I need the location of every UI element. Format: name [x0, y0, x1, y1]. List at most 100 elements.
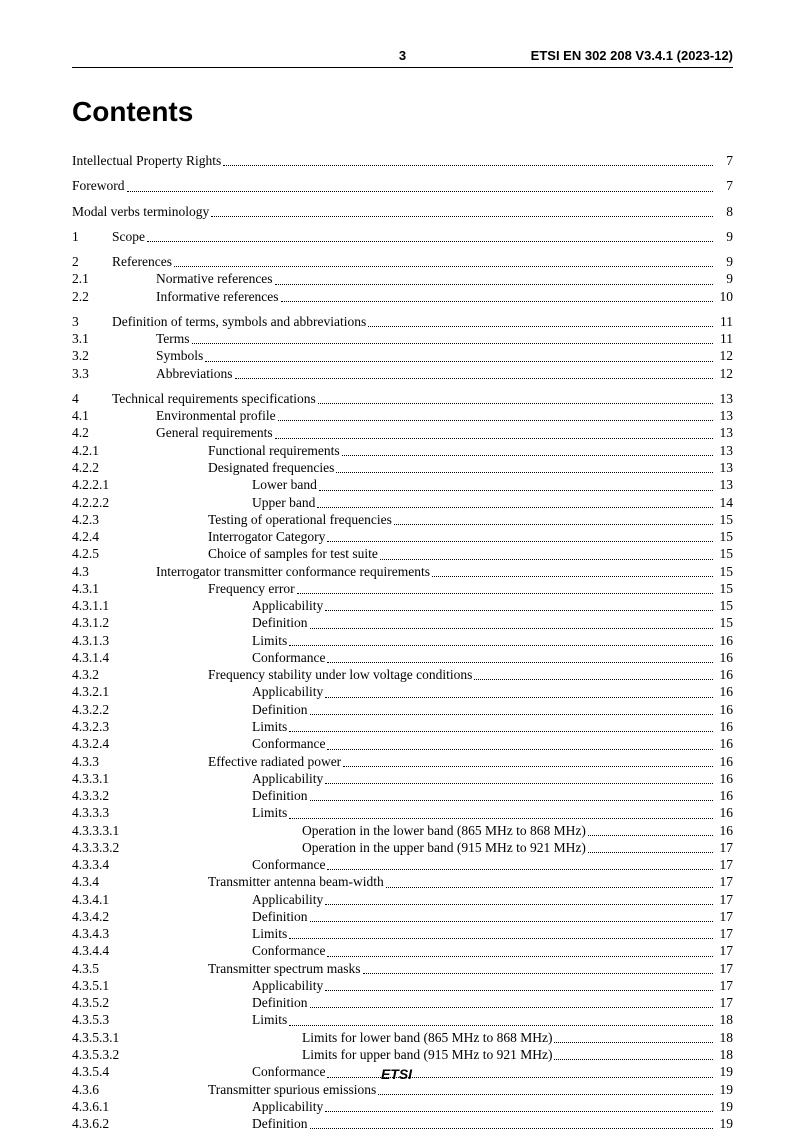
toc-entry-number: 4.2	[72, 424, 128, 441]
toc-entry[interactable]: 4.3.4.1Applicability17	[72, 891, 733, 908]
toc-entry-number: 4.3.1.4	[72, 649, 172, 666]
toc-entry-number: 4.2.2	[72, 459, 152, 476]
toc-entry-page: 17	[715, 873, 733, 890]
toc-entry-title: Designated frequencies	[152, 459, 334, 476]
toc-entry[interactable]: 4.3.1Frequency error15	[72, 580, 733, 597]
toc-entry[interactable]: 4.2.2Designated frequencies13	[72, 459, 733, 476]
toc-entry[interactable]: 4.3.5Transmitter spectrum masks17	[72, 960, 733, 977]
toc-entry-page: 9	[715, 253, 733, 270]
toc-entry[interactable]: 4.2.3Testing of operational frequencies1…	[72, 511, 733, 528]
toc-entry[interactable]: 4.2General requirements13	[72, 424, 733, 441]
toc-leader-dots	[310, 800, 714, 801]
toc-entry-title: Scope	[112, 228, 145, 245]
toc-entry-number: 4.3	[72, 563, 128, 580]
toc-entry-page: 13	[715, 424, 733, 441]
toc-entry[interactable]: 4.2.4Interrogator Category15	[72, 528, 733, 545]
toc-leader-dots	[378, 1094, 713, 1095]
toc-entry[interactable]: Modal verbs terminology8	[72, 203, 733, 220]
toc-entry-number: 4.3.6.1	[72, 1098, 172, 1115]
toc-entry-title: Conformance	[172, 856, 325, 873]
toc-entry[interactable]: 4.3.4.4Conformance17	[72, 942, 733, 959]
toc-entry-number: 4.3.3	[72, 753, 152, 770]
toc-entry[interactable]: 4.3.3.3.2Operation in the upper band (91…	[72, 839, 733, 856]
toc-entry[interactable]: 4.3.5.3Limits18	[72, 1011, 733, 1028]
toc-leader-dots	[336, 472, 713, 473]
toc-entry[interactable]: 4.3.3Effective radiated power16	[72, 753, 733, 770]
toc-leader-dots	[289, 645, 713, 646]
toc-entry[interactable]: 4.3.4.2Definition17	[72, 908, 733, 925]
toc-entry[interactable]: 4.3.3.3Limits16	[72, 804, 733, 821]
toc-entry-page: 15	[715, 528, 733, 545]
toc-entry-number: 3.2	[72, 347, 128, 364]
toc-entry-page: 15	[715, 563, 733, 580]
toc-leader-dots	[289, 818, 713, 819]
toc-entry[interactable]: 4.3.2Frequency stability under low volta…	[72, 666, 733, 683]
toc-entry[interactable]: 4.2.2.2Upper band14	[72, 494, 733, 511]
toc-entry[interactable]: 4.3Interrogator transmitter conformance …	[72, 563, 733, 580]
toc-entry[interactable]: 4.2.1Functional requirements13	[72, 442, 733, 459]
toc-entry-number: 4.3.4	[72, 873, 152, 890]
toc-entry[interactable]: 4.3.5.1Applicability17	[72, 977, 733, 994]
toc-entry[interactable]: 4.3.1.2Definition15	[72, 614, 733, 631]
toc-entry[interactable]: 3.1Terms11	[72, 330, 733, 347]
toc-entry-number: 4.3.4.2	[72, 908, 172, 925]
toc-entry-page: 18	[715, 1046, 733, 1063]
toc-entry[interactable]: 2References9	[72, 253, 733, 270]
toc-entry-title: Conformance	[172, 735, 325, 752]
table-of-contents: Intellectual Property Rights7 Foreword7 Mo…	[72, 152, 733, 1132]
toc-block: Intellectual Property Rights7	[72, 152, 733, 169]
toc-entry[interactable]: 4.3.2.2Definition16	[72, 701, 733, 718]
toc-entry[interactable]: 4.3.1.3Limits16	[72, 632, 733, 649]
toc-entry[interactable]: 4.1Environmental profile13	[72, 407, 733, 424]
toc-entry-number: 3.3	[72, 365, 128, 382]
toc-entry[interactable]: 4.3.5.3.1Limits for lower band (865 MHz …	[72, 1029, 733, 1046]
toc-entry[interactable]: 4.3.2.3Limits16	[72, 718, 733, 735]
toc-leader-dots	[310, 1128, 714, 1129]
toc-entry[interactable]: 4.3.2.1Applicability16	[72, 683, 733, 700]
toc-entry[interactable]: 4.3.3.1Applicability16	[72, 770, 733, 787]
toc-entry[interactable]: 4.3.4Transmitter antenna beam-width17	[72, 873, 733, 890]
page-header: 3 ETSI EN 302 208 V3.4.1 (2023-12)	[72, 48, 733, 68]
toc-entry[interactable]: Foreword7	[72, 177, 733, 194]
toc-entry[interactable]: 4.3.4.3Limits17	[72, 925, 733, 942]
toc-leader-dots	[127, 191, 714, 192]
toc-entry-page: 9	[715, 270, 733, 287]
toc-entry-title: Interrogator transmitter conformance req…	[128, 563, 430, 580]
toc-leader-dots	[289, 938, 713, 939]
toc-entry-title: Limits	[172, 1011, 287, 1028]
toc-entry[interactable]: 2.1Normative references9	[72, 270, 733, 287]
toc-leader-dots	[554, 1042, 713, 1043]
toc-entry[interactable]: 1Scope9	[72, 228, 733, 245]
toc-entry-page: 17	[715, 839, 733, 856]
toc-entry-title: Choice of samples for test suite	[152, 545, 378, 562]
toc-entry[interactable]: 4.2.2.1Lower band13	[72, 476, 733, 493]
toc-entry-title: Definition	[172, 1115, 308, 1132]
toc-entry-page: 9	[715, 228, 733, 245]
toc-entry-title: Applicability	[172, 1098, 323, 1115]
toc-entry[interactable]: 4Technical requirements specifications13	[72, 390, 733, 407]
document-id: ETSI EN 302 208 V3.4.1 (2023-12)	[406, 48, 733, 63]
toc-entry[interactable]: 2.2Informative references10	[72, 288, 733, 305]
toc-entry-number: 3	[72, 313, 112, 330]
toc-leader-dots	[235, 378, 714, 379]
toc-entry-number: 4.3.5.2	[72, 994, 172, 1011]
toc-entry[interactable]: 4.3.6.1Applicability19	[72, 1098, 733, 1115]
toc-entry[interactable]: 4.2.5Choice of samples for test suite15	[72, 545, 733, 562]
toc-entry[interactable]: 4.3.6.2Definition19	[72, 1115, 733, 1132]
toc-entry[interactable]: Intellectual Property Rights7	[72, 152, 733, 169]
toc-entry[interactable]: 4.3.1.4Conformance16	[72, 649, 733, 666]
toc-leader-dots	[317, 507, 713, 508]
toc-entry[interactable]: 3.3Abbreviations12	[72, 365, 733, 382]
toc-entry[interactable]: 4.3.5.3.2Limits for upper band (915 MHz …	[72, 1046, 733, 1063]
toc-entry[interactable]: 4.3.1.1Applicability15	[72, 597, 733, 614]
toc-entry[interactable]: 4.3.3.2Definition16	[72, 787, 733, 804]
toc-entry[interactable]: 4.3.2.4Conformance16	[72, 735, 733, 752]
toc-entry-title: Definition	[172, 701, 308, 718]
toc-leader-dots	[554, 1059, 713, 1060]
toc-entry[interactable]: 3Definition of terms, symbols and abbrev…	[72, 313, 733, 330]
toc-entry[interactable]: 4.3.3.4Conformance17	[72, 856, 733, 873]
toc-entry[interactable]: 4.3.3.3.1Operation in the lower band (86…	[72, 822, 733, 839]
toc-entry[interactable]: 3.2Symbols12	[72, 347, 733, 364]
toc-entry[interactable]: 4.3.6Transmitter spurious emissions19	[72, 1081, 733, 1098]
toc-entry[interactable]: 4.3.5.2Definition17	[72, 994, 733, 1011]
